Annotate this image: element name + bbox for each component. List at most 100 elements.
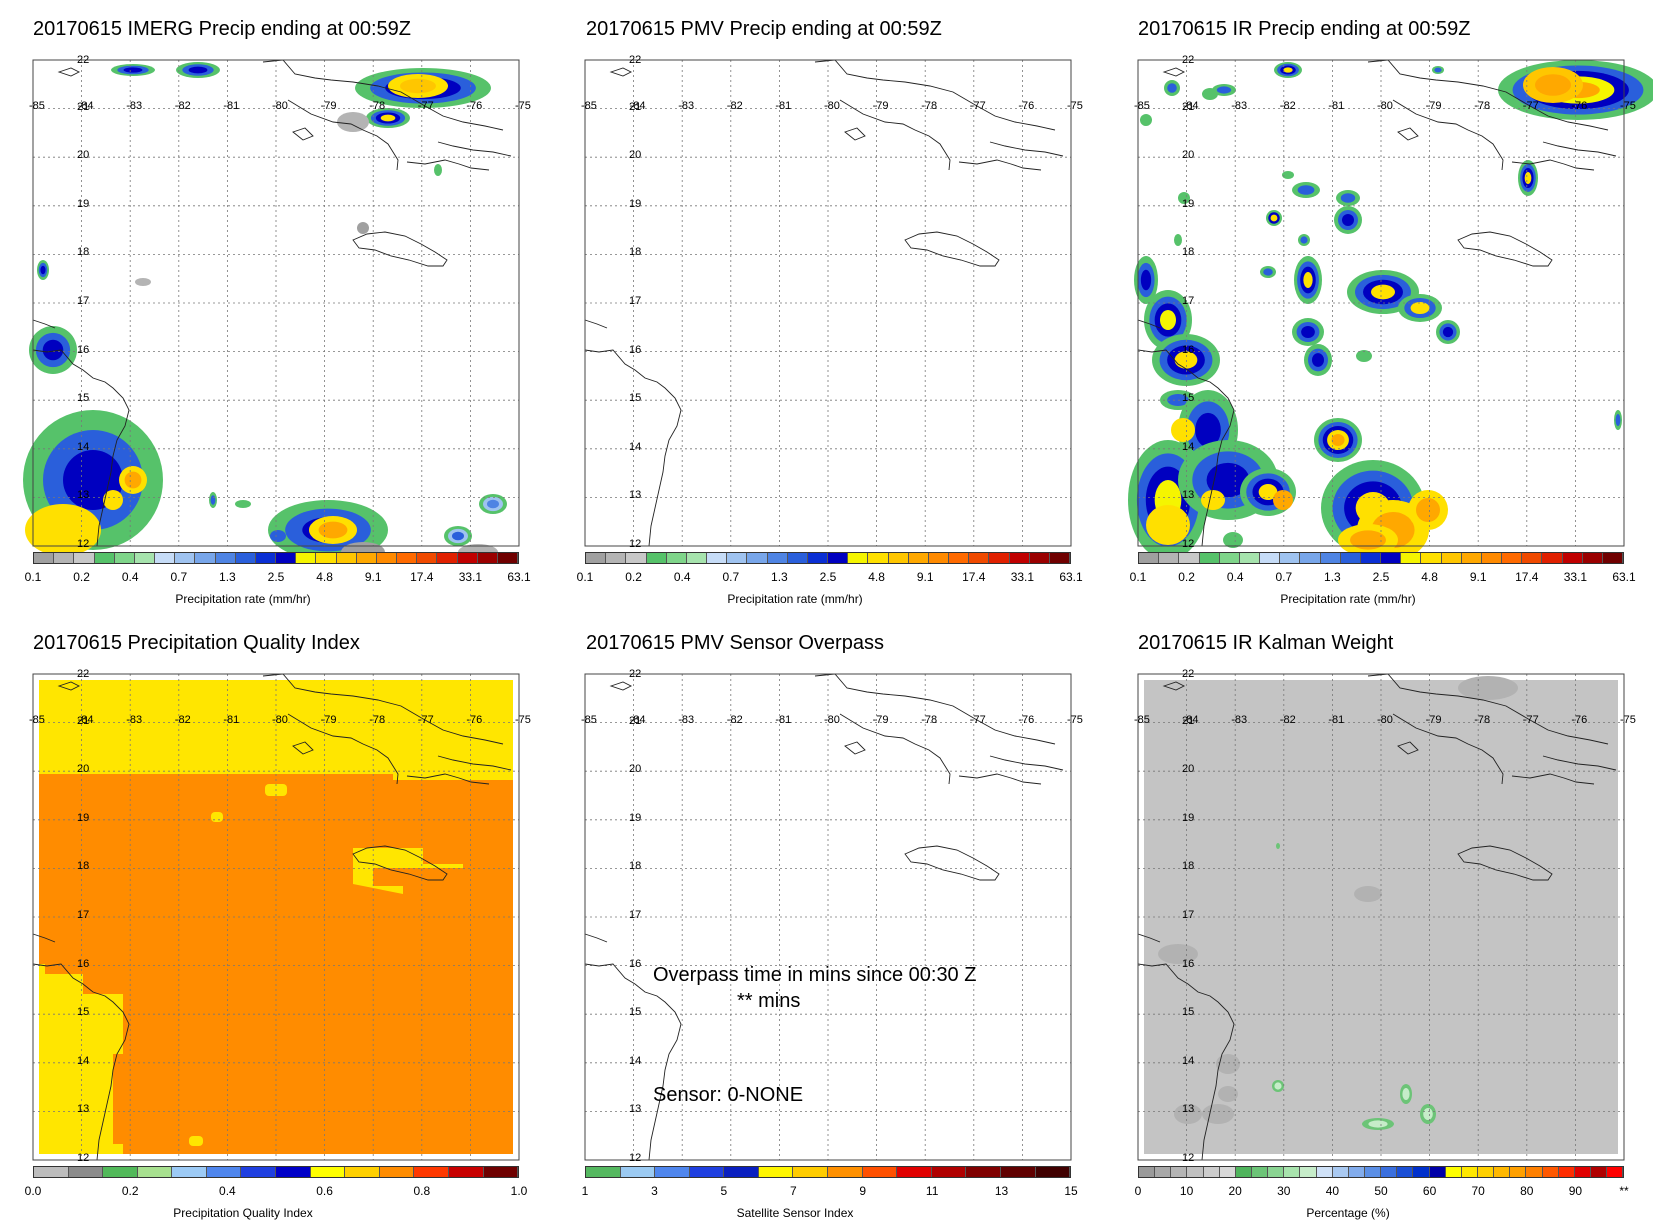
colorbar-tick: 1.0	[510, 1184, 528, 1198]
lat-label: 13	[77, 489, 90, 502]
colorbar-tick: 9.1	[916, 570, 934, 584]
precip-cell	[1160, 310, 1176, 330]
colorbar-swatch	[1360, 553, 1382, 563]
colorbar-swatch	[1300, 553, 1321, 563]
colorbar-swatch	[1502, 553, 1523, 563]
panel-title: 20170615 IR Kalman Weight	[1138, 632, 1394, 654]
lat-label: 12	[629, 1152, 642, 1164]
colorbar-swatch	[1461, 1167, 1478, 1177]
map-area	[584, 673, 1072, 1161]
colorbar-swatch	[1364, 1167, 1382, 1177]
colorbar-swatch	[195, 553, 216, 563]
lon-label: -77	[417, 714, 434, 726]
sensor-text: Sensor: 0-NONE	[653, 1084, 804, 1106]
lat-label: 18	[1182, 246, 1195, 259]
colorbar-tick: 0	[1134, 1184, 1142, 1198]
precip-cell	[210, 495, 216, 505]
colorbar-swatch	[74, 553, 95, 563]
colorbar-label: Precipitation rate (mm/hr)	[175, 592, 311, 606]
precip-cell	[1171, 418, 1195, 442]
lat-label: 15	[77, 1006, 90, 1019]
colorbar-tick: 50	[1374, 1184, 1388, 1198]
colorbar-swatch	[379, 1167, 415, 1177]
lat-label: 16	[1182, 957, 1195, 970]
precip-cell	[42, 339, 64, 361]
precip-cell	[188, 66, 208, 74]
map-area	[32, 673, 520, 1161]
colorbar-swatch	[103, 1167, 138, 1177]
colorbar-tick: 63.1	[507, 570, 531, 584]
colorbar-tick: 33.1	[1010, 570, 1035, 584]
coastline	[32, 59, 512, 547]
colorbar-swatch	[787, 553, 808, 563]
precip-cell	[1195, 412, 1221, 448]
precip-cell	[318, 521, 348, 539]
lon-label: -75	[1067, 714, 1083, 726]
colorbar-swatch	[437, 553, 458, 563]
lon-label: -81	[223, 714, 240, 726]
colorbar-label: Precipitation Quality Index	[173, 1206, 313, 1220]
colorbar-swatch	[868, 553, 889, 563]
precip-cell	[1283, 67, 1293, 73]
colorbar-swatch	[1401, 553, 1422, 563]
lat-label: 13	[77, 1103, 90, 1116]
lon-label: -76	[1018, 100, 1035, 112]
precip-cell	[1301, 326, 1315, 338]
colorbar-swatch	[888, 553, 909, 563]
lon-label: -75	[515, 100, 531, 112]
colorbar-tick: 0.6	[316, 1184, 333, 1198]
lat-label: 12	[1182, 1152, 1195, 1164]
lon-label: -80	[272, 100, 288, 112]
lat-label: 16	[77, 343, 90, 356]
panel-title: 20170615 PMV Sensor Overpass	[586, 632, 884, 654]
colorbar-swatch	[646, 553, 667, 563]
precip-cell	[270, 530, 286, 542]
lat-label: 12	[77, 1152, 90, 1164]
colorbar-swatch	[606, 553, 627, 563]
precip-cell	[1416, 498, 1440, 522]
precip-cell	[452, 531, 464, 541]
quality-field	[39, 680, 513, 1154]
colorbar-swatch	[310, 1167, 346, 1177]
overpass-text: Overpass time in mins since 00:30 Z	[653, 964, 977, 986]
colorbar-tick: 0.1	[1129, 570, 1147, 584]
colorbar-swatch	[1219, 553, 1240, 563]
precip-cell	[1174, 351, 1198, 369]
colorbar-swatch	[1542, 553, 1563, 563]
colorbar-swatch	[666, 553, 687, 563]
colorbar-tick: 0.7	[170, 570, 188, 584]
lon-label: -78	[921, 100, 938, 112]
lon-label: -76	[1018, 714, 1035, 726]
colorbar-swatch	[316, 553, 337, 563]
overpass-mins: ** mins	[737, 990, 801, 1012]
map-area	[584, 59, 1072, 547]
precip-cell	[1371, 284, 1395, 300]
colorbar-swatch	[94, 553, 115, 563]
colorbar-swatch	[397, 553, 418, 563]
colorbar	[1138, 552, 1624, 564]
colorbar-swatch	[1284, 1167, 1301, 1177]
colorbar-swatch	[175, 553, 196, 563]
colorbar-swatch	[949, 553, 970, 563]
precip-cell	[1356, 350, 1372, 362]
colorbar-swatch	[1602, 553, 1624, 563]
precip-cell	[337, 112, 369, 132]
colorbar-swatch	[689, 1167, 725, 1177]
lat-label: 21	[77, 100, 90, 113]
lat-lon-grid	[585, 60, 1071, 546]
colorbar-swatch	[137, 1167, 173, 1177]
colorbar-swatch	[1542, 1167, 1559, 1177]
lon-label: -79	[320, 100, 337, 112]
lat-label: 20	[77, 763, 90, 776]
lon-label: -81	[775, 714, 792, 726]
colorbar-swatch	[1441, 553, 1462, 563]
colorbar-swatch	[1562, 553, 1583, 563]
precip-cell	[1303, 272, 1313, 288]
colorbar-swatch	[1268, 1167, 1285, 1177]
colorbar-swatch	[1139, 1167, 1156, 1177]
colorbar-swatch	[1171, 1167, 1188, 1177]
lat-label: 17	[77, 909, 90, 921]
precip-cell	[124, 471, 142, 489]
coastline	[1137, 673, 1617, 1161]
lon-label: -75	[515, 714, 531, 726]
